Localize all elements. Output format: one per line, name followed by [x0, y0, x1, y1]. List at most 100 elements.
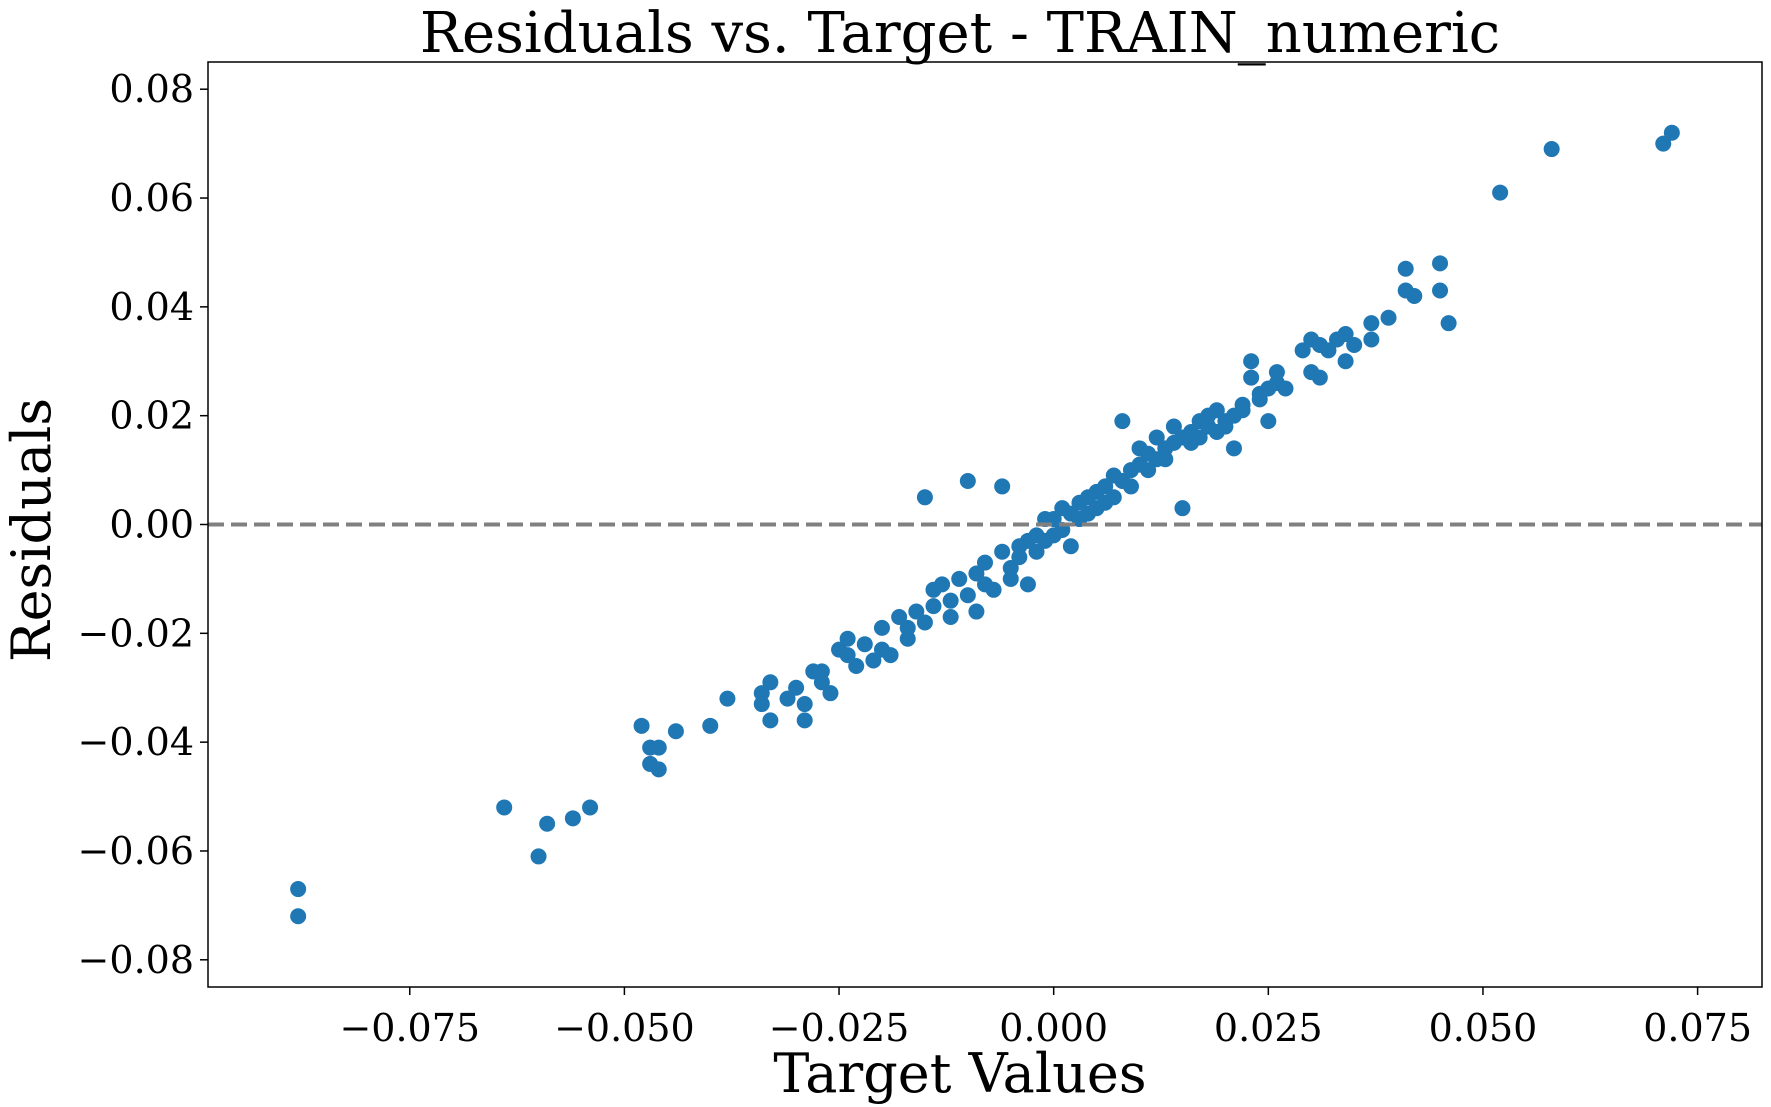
scatter-point	[1268, 364, 1285, 381]
scatter-point	[994, 478, 1011, 495]
scatter-point	[762, 674, 779, 691]
scatter-point	[650, 739, 667, 756]
x-tick-label: 0.000	[999, 1006, 1108, 1050]
scatter-point	[796, 712, 813, 729]
scatter-point	[1432, 255, 1449, 272]
scatter-point	[822, 685, 839, 702]
scatter-point	[796, 696, 813, 713]
scatter-point	[916, 489, 933, 506]
scatter-point	[1337, 326, 1354, 343]
scatter-point	[908, 603, 925, 620]
scatter-point	[1208, 402, 1225, 419]
scatter-point	[1157, 451, 1174, 468]
x-tick-label: 0.075	[1643, 1006, 1752, 1050]
scatter-point	[891, 609, 908, 625]
y-axis-label: Residuals	[0, 398, 63, 662]
scatter-point	[530, 848, 547, 865]
scatter-point	[873, 619, 890, 636]
scatter-point	[1140, 462, 1157, 479]
scatter-point	[882, 647, 899, 664]
scatter-point	[667, 723, 684, 740]
scatter-point	[968, 565, 985, 582]
scatter-point	[582, 799, 599, 816]
scatter-point	[916, 614, 933, 631]
scatter-point	[539, 815, 556, 832]
scatter-point	[1225, 440, 1242, 457]
chart-title: Residuals vs. Target - TRAIN_numeric	[420, 1, 1500, 66]
scatter-point	[1363, 315, 1380, 332]
x-tick-label: −0.075	[339, 1006, 480, 1050]
scatter-point	[1019, 576, 1036, 593]
scatter-point	[1243, 369, 1260, 386]
y-tick-label: −0.08	[78, 938, 194, 982]
scatter-point	[959, 472, 976, 489]
scatter-point	[942, 609, 959, 625]
scatter-point	[1440, 315, 1457, 332]
y-tick-label: −0.02	[78, 611, 194, 655]
scatter-point	[1165, 418, 1182, 435]
scatter-point	[290, 881, 307, 898]
scatter-point	[1380, 309, 1397, 326]
scatter-point	[1243, 353, 1260, 370]
scatter-point	[496, 799, 513, 816]
scatter-point	[1543, 141, 1560, 158]
scatter-point	[1337, 353, 1354, 370]
scatter-point	[753, 696, 770, 713]
scatter-point	[1311, 369, 1328, 386]
scatter-point	[848, 657, 865, 674]
y-tick-label: −0.06	[78, 829, 194, 873]
x-tick-label: −0.050	[554, 1006, 695, 1050]
x-tick-label: 0.050	[1429, 1006, 1538, 1050]
scatter-point	[564, 810, 581, 827]
scatter-point	[1148, 429, 1165, 446]
scatter-point	[968, 603, 985, 620]
scatter-point	[1397, 260, 1414, 277]
scatter-point	[899, 630, 916, 647]
x-axis-ticks: −0.075 −0.050 −0.025 0.000 0.025 0.050 0.075	[339, 987, 1752, 1050]
scatter-point	[1663, 124, 1680, 141]
scatter-point	[1294, 342, 1311, 359]
scatter-point	[1260, 413, 1277, 430]
scatter-point	[702, 717, 719, 734]
y-tick-label: 0.00	[109, 503, 194, 547]
scatter-point	[788, 679, 805, 696]
scatter-point	[994, 543, 1011, 560]
scatter-point	[633, 717, 650, 734]
scatter-point	[959, 587, 976, 604]
scatter-point	[985, 581, 1002, 598]
scatter-point	[1277, 380, 1294, 397]
scatter-point	[1028, 543, 1045, 560]
scatter-point	[942, 592, 959, 609]
scatter-point	[951, 570, 968, 587]
scatter-point	[1492, 184, 1509, 201]
scatter-point	[1432, 282, 1449, 299]
scatter-point	[1217, 418, 1234, 435]
scatter-point	[650, 761, 667, 778]
scatter-point	[762, 712, 779, 729]
y-tick-label: 0.08	[109, 67, 194, 111]
scatter-point	[1406, 287, 1423, 304]
y-tick-label: 0.04	[109, 285, 194, 329]
scatter-point	[290, 908, 307, 925]
scatter-point	[1174, 500, 1191, 517]
scatter-point	[779, 690, 796, 707]
scatter-point	[1363, 331, 1380, 348]
scatter-point	[1062, 538, 1079, 555]
scatter-point	[865, 652, 882, 669]
y-tick-label: 0.06	[109, 176, 194, 220]
scatter-point	[934, 576, 951, 593]
scatter-point	[1122, 478, 1139, 495]
scatter-point	[1346, 336, 1363, 353]
scatter-point	[839, 630, 856, 647]
scatter-point	[839, 647, 856, 664]
x-axis-label: Target Values	[773, 1042, 1146, 1105]
scatter-point	[813, 663, 830, 680]
scatter-point	[1097, 478, 1114, 495]
scatter-point	[977, 554, 993, 571]
y-tick-label: −0.04	[78, 720, 194, 764]
scatter-points	[290, 124, 1680, 925]
scatter-point	[925, 598, 942, 615]
scatter-point	[1011, 549, 1028, 566]
scatter-point	[1234, 402, 1251, 419]
